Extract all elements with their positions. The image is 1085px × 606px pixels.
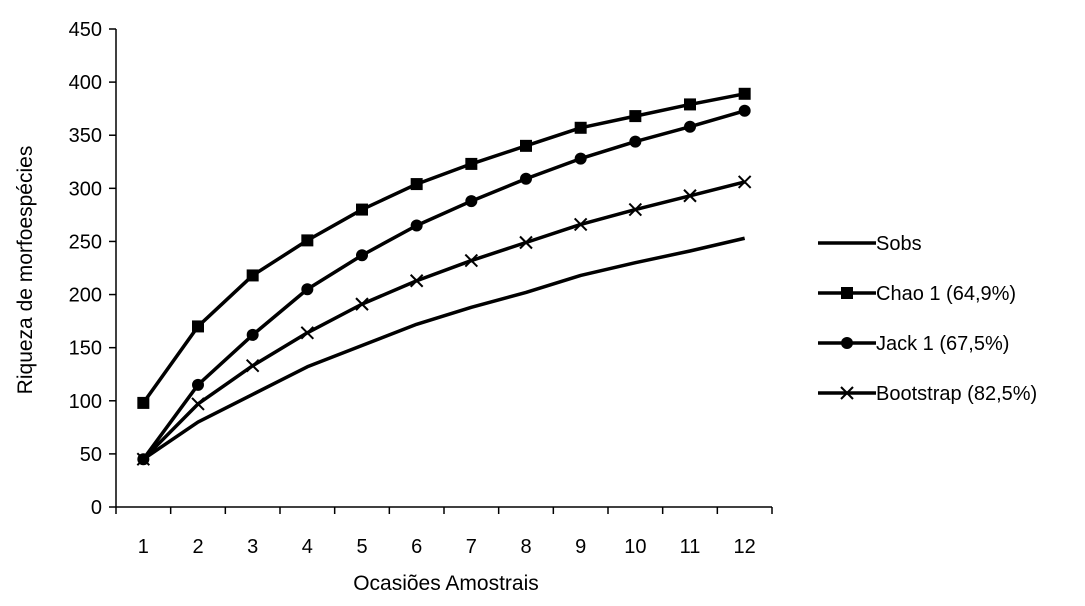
x-marker-stroke xyxy=(300,326,315,340)
y-tick-label: 300 xyxy=(69,178,102,200)
x-marker-stroke xyxy=(737,175,752,189)
x-marker xyxy=(355,297,369,311)
x-tick-label: 4 xyxy=(302,536,313,558)
y-tick-label: 250 xyxy=(69,231,102,253)
x-marker xyxy=(573,217,588,232)
circle-marker xyxy=(684,120,696,133)
x-tick-label: 11 xyxy=(680,536,701,558)
legend-item-chao: Chao 1 (64,9%) xyxy=(818,283,1016,305)
y-tick-label: 100 xyxy=(69,391,102,413)
series-line-bootstrap xyxy=(142,180,746,461)
x-marker xyxy=(628,202,643,217)
series-sobs xyxy=(142,236,746,461)
x-marker-stroke xyxy=(573,217,588,232)
circle-marker xyxy=(301,283,314,296)
circle-marker xyxy=(465,195,478,208)
series-jack xyxy=(137,104,751,466)
square-marker xyxy=(356,203,368,216)
y-tick-label: 450 xyxy=(69,19,102,41)
x-tick-label: 6 xyxy=(411,536,422,558)
square-marker xyxy=(410,178,423,191)
square-marker xyxy=(520,139,532,152)
legend-label: Bootstrap (82,5%) xyxy=(876,383,1037,405)
y-tick-label: 200 xyxy=(69,285,102,307)
x-marker-stroke xyxy=(840,386,854,400)
square-marker xyxy=(137,396,150,409)
x-marker xyxy=(840,386,854,400)
circle-marker xyxy=(356,249,368,262)
x-axis-title: Ocasiões Amostrais xyxy=(353,572,539,595)
legend-item-bootstrap: Bootstrap (82,5%) xyxy=(818,383,1037,405)
x-tick-label: 12 xyxy=(734,536,756,558)
series-chao xyxy=(137,87,751,409)
legend-item-sobs: Sobs xyxy=(818,233,922,255)
circle-marker xyxy=(841,337,853,349)
y-tick-label: 50 xyxy=(80,444,102,466)
square-marker xyxy=(465,157,478,170)
legend: Sobs Chao 1 (64,9%) Jack 1 (67,5%) Bootstra… xyxy=(818,233,1037,405)
x-marker xyxy=(519,235,533,250)
series-line-sobs xyxy=(142,236,746,461)
x-tick-label: 10 xyxy=(624,536,646,558)
square-marker xyxy=(841,287,853,299)
x-marker xyxy=(737,175,752,189)
square-marker xyxy=(629,110,642,123)
x-tick-label: 7 xyxy=(466,536,477,558)
x-marker-stroke xyxy=(409,274,424,288)
series-line-jack xyxy=(141,109,746,461)
square-marker xyxy=(574,121,587,134)
legend-label: Jack 1 (67,5%) xyxy=(876,333,1009,355)
square-marker xyxy=(246,269,259,282)
x-tick-label: 3 xyxy=(247,536,258,558)
x-marker xyxy=(191,397,205,411)
x-tick-label: 1 xyxy=(138,536,149,558)
legend-label: Sobs xyxy=(876,233,922,255)
x-marker xyxy=(300,326,315,340)
plot-area xyxy=(136,87,752,466)
x-marker xyxy=(245,359,260,373)
legend-item-jack: Jack 1 (67,5%) xyxy=(818,333,1009,355)
x-marker-stroke xyxy=(245,359,260,373)
square-marker xyxy=(684,98,696,111)
circle-marker xyxy=(574,152,587,165)
x-marker-stroke xyxy=(191,397,205,411)
circle-marker xyxy=(520,172,532,185)
x-marker-stroke xyxy=(683,189,697,203)
x-marker-stroke xyxy=(519,235,533,250)
legend-label: Chao 1 (64,9%) xyxy=(876,283,1016,305)
x-marker-stroke xyxy=(136,452,151,466)
series-bootstrap xyxy=(136,175,752,466)
x-tick-label: 8 xyxy=(520,536,531,558)
x-tick-label: 5 xyxy=(356,536,367,558)
x-tick-label: 9 xyxy=(575,536,586,558)
y-tick-label: 400 xyxy=(69,72,102,94)
x-marker-stroke xyxy=(628,202,643,217)
circle-marker xyxy=(738,104,751,117)
square-marker xyxy=(738,87,751,100)
x-marker-stroke xyxy=(355,297,369,311)
x-marker-stroke xyxy=(464,253,479,268)
y-tick-label: 150 xyxy=(69,338,102,360)
square-marker xyxy=(192,320,204,333)
x-tick-label: 2 xyxy=(192,536,203,558)
series-line-chao xyxy=(141,92,746,404)
circle-marker xyxy=(629,135,642,148)
y-tick-label: 350 xyxy=(69,125,102,147)
circle-marker xyxy=(246,328,259,341)
x-marker xyxy=(464,253,479,268)
circle-marker xyxy=(192,378,204,391)
square-marker xyxy=(301,234,314,247)
x-marker xyxy=(683,189,697,203)
y-tick-label: 0 xyxy=(91,497,102,519)
y-axis-title: Riqueza de morfoespécies xyxy=(14,146,37,395)
x-marker xyxy=(136,452,151,466)
x-marker xyxy=(409,274,424,288)
circle-marker xyxy=(410,219,423,232)
